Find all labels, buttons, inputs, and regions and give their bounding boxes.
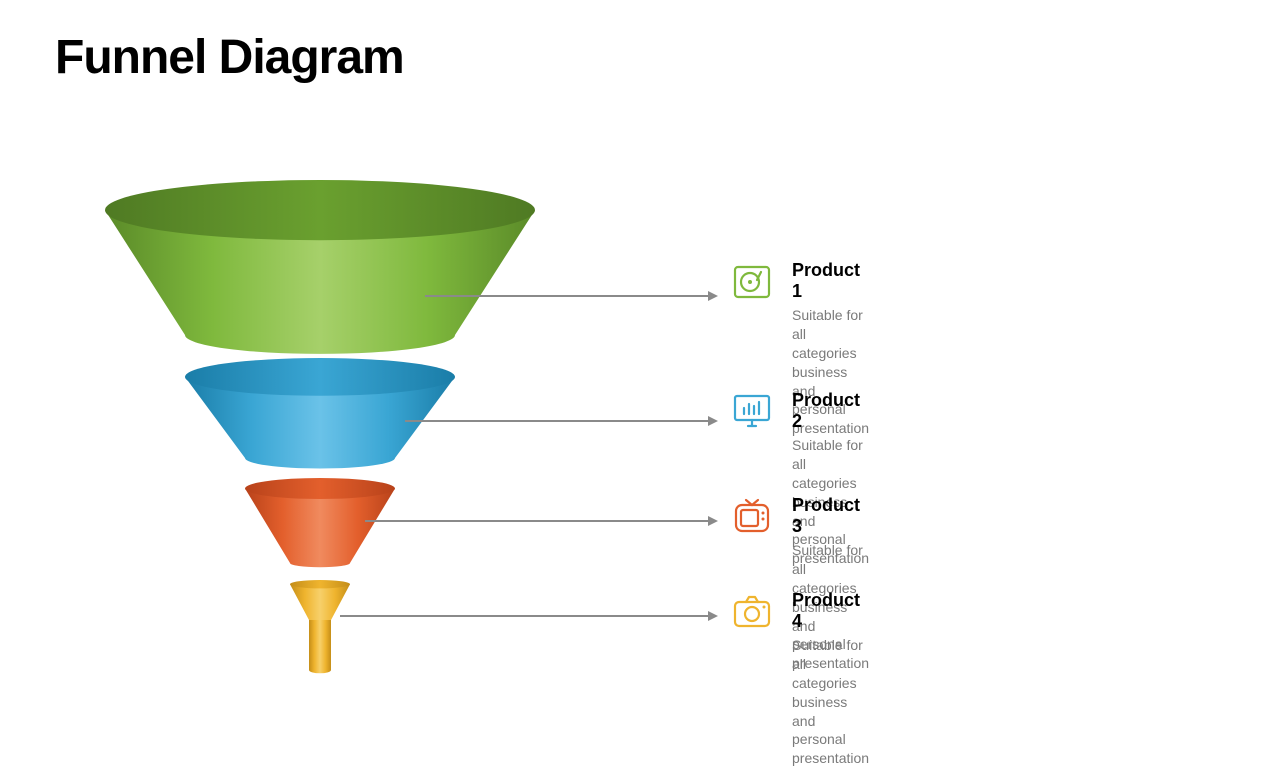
funnel-segment-orange [245, 478, 395, 567]
connector-2 [405, 420, 710, 422]
product-callout-4: Product 4Suitable for all categories bus… [730, 590, 869, 768]
connector-4 [340, 615, 710, 617]
funnel-segment-blue [185, 358, 455, 469]
funnel-diagram [105, 180, 535, 680]
connector-3 [365, 520, 710, 522]
connector-1 [425, 295, 710, 297]
product-title: Product 3 [792, 495, 869, 537]
camera-icon [730, 590, 774, 634]
funnel-segment-yellow [290, 580, 350, 673]
page-title: Funnel Diagram [55, 30, 404, 85]
tv-icon [730, 495, 774, 539]
product-title: Product 4 [792, 590, 869, 632]
product-title: Product 2 [792, 390, 869, 432]
turntable-icon [730, 260, 774, 304]
funnel-segment-green [105, 180, 535, 354]
product-desc: Suitable for all categories business and… [792, 636, 869, 768]
monitor-chart-icon [730, 390, 774, 434]
product-title: Product 1 [792, 260, 869, 302]
